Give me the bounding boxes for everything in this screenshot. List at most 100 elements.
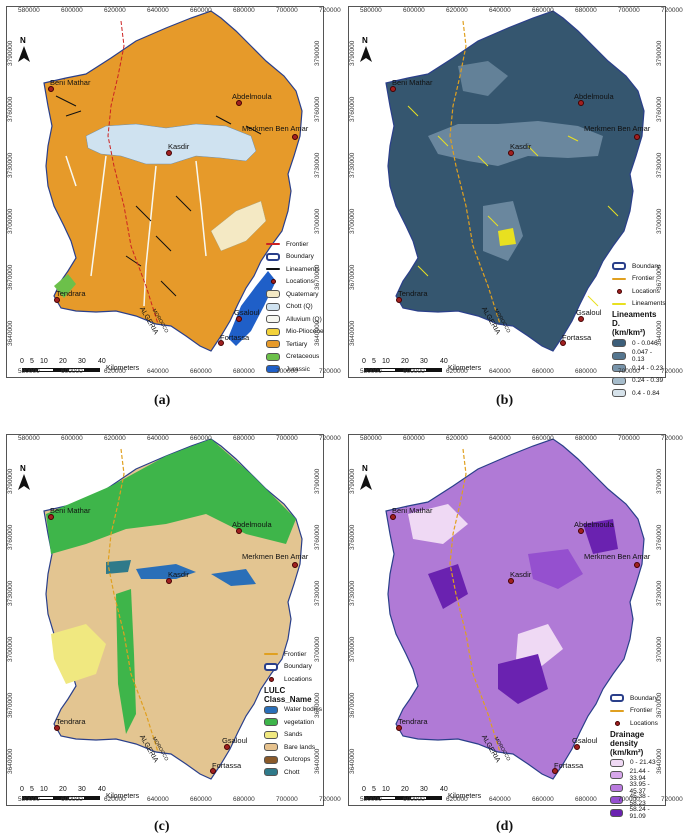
map-panel-a: N Beni Mathar Abdelmoula Merkmen Ben Ama… <box>6 6 341 378</box>
map-panel-d: N Beni Mathar Abdelmoula Merkmen Ben Ama… <box>348 434 683 820</box>
place-beni-mathar: Beni Mathar <box>392 506 433 515</box>
location-dot <box>166 578 172 584</box>
place-fortassa: Fortassa <box>212 761 242 770</box>
y-tick-label-right: 3790000 <box>314 40 321 66</box>
x-tick-label-bottom: 660000 <box>190 796 212 803</box>
y-tick-label-left: 3760000 <box>7 96 14 122</box>
legend-item: Boundary <box>612 260 666 273</box>
legend-item: 58.24 - 91.09 <box>610 806 666 820</box>
legend-item: Tertiary <box>266 338 324 351</box>
place-tendrara: Tendrara <box>398 717 428 726</box>
legend-swatch <box>610 771 624 780</box>
x-tick-label-bottom: 600000 <box>403 796 425 803</box>
location-dot <box>634 562 640 568</box>
x-tick-label-bottom: 680000 <box>233 796 255 803</box>
legend-swatch <box>264 755 278 764</box>
legend-a: Frontier Boundary Lineaments Locations Quate… <box>266 238 324 376</box>
y-tick-label-right: 3760000 <box>314 524 321 550</box>
place-kasdir: Kasdir <box>510 570 532 579</box>
legend-swatch <box>610 709 624 712</box>
legend-item: 45.38 - 58.23 <box>610 793 666 807</box>
scale-unit: Kilometers <box>106 365 140 372</box>
legend-swatch <box>610 694 624 703</box>
scale-bar <box>22 796 100 800</box>
x-tick-label-top: 600000 <box>403 435 425 442</box>
legend-item: Sands <box>264 729 322 742</box>
place-gsaloul: Gsaloul <box>572 736 598 745</box>
scale-tick-label: 30 <box>78 358 86 365</box>
y-tick-label-right: 3700000 <box>314 636 321 662</box>
scale-tick-label: 10 <box>40 786 48 793</box>
location-dot <box>218 340 224 346</box>
north-arrow: N <box>18 36 30 62</box>
north-arrow: N <box>360 464 372 490</box>
legend-item: Frontier <box>612 273 666 286</box>
lineaments <box>407 105 619 307</box>
legend-item: Mio-Pliocene <box>266 326 324 339</box>
x-tick-label-bottom: 700000 <box>618 796 640 803</box>
y-tick-label-right: 3760000 <box>314 96 321 122</box>
legend-label: Sands <box>284 731 303 739</box>
legend-swatch <box>610 808 624 817</box>
legend-swatch <box>612 351 626 360</box>
location-dot <box>578 316 584 322</box>
legend-label: Lineaments <box>286 265 320 273</box>
x-tick-label-bottom: 620000 <box>446 368 468 375</box>
legend-swatch <box>612 339 626 348</box>
scale-unit: Kilometers <box>448 793 482 800</box>
study-area-shape <box>385 10 645 352</box>
legend-label: Frontier <box>630 707 653 715</box>
legend-swatch <box>269 676 274 682</box>
place-gsaloul: Gsaloul <box>576 308 602 317</box>
place-merkmen: Merkmen Ben Amar <box>242 124 309 133</box>
legend-swatch <box>612 376 626 385</box>
legend-label: Chott <box>284 768 300 776</box>
location-dot <box>292 562 298 568</box>
legend-swatch <box>271 279 276 285</box>
x-tick-label-top: 620000 <box>104 435 126 442</box>
north-arrow: N <box>360 36 372 62</box>
y-tick-label-left: 3670000 <box>349 692 356 718</box>
x-tick-label-bottom: 620000 <box>104 796 126 803</box>
legend-swatch <box>264 653 278 656</box>
density-halo <box>458 61 508 96</box>
scale-tick-label: 40 <box>98 786 106 793</box>
legend-swatch <box>612 277 626 280</box>
lineament-density-map <box>385 10 645 352</box>
legend-item: 0 - 21.43 <box>610 757 666 770</box>
legend-item: Bare lands <box>264 741 322 754</box>
x-tick-label-top: 620000 <box>446 435 468 442</box>
y-tick-label-left: 3670000 <box>349 264 356 290</box>
study-area-shape <box>385 438 645 780</box>
legend-item: Quaternary <box>266 288 324 301</box>
legend-item: Frontier <box>266 238 324 251</box>
x-tick-label-top: 660000 <box>190 7 212 14</box>
x-tick-label-top: 640000 <box>147 435 169 442</box>
legend-label: 0.4 - 0.84 <box>632 389 660 397</box>
x-tick-label-bottom: 680000 <box>233 368 255 375</box>
frontier-line <box>449 20 501 325</box>
y-tick-label-right: 3730000 <box>314 152 321 178</box>
scale-tick-label: 0 <box>20 358 24 365</box>
place-gsaloul: Gsaloul <box>222 736 248 745</box>
x-tick-label-top: 720000 <box>319 435 341 442</box>
location-dot <box>292 134 298 140</box>
lineaments <box>55 95 262 297</box>
place-kasdir: Kasdir <box>168 142 190 151</box>
legend-swatch <box>266 268 280 271</box>
y-tick-label-right: 3700000 <box>314 208 321 234</box>
legend-title: LULC <box>264 685 286 695</box>
legend-label: Boundary <box>286 253 314 261</box>
y-tick-label-left: 3790000 <box>7 468 14 494</box>
legend-subtitle: Class_Name <box>264 694 312 704</box>
place-abdelmoula: Abdelmoula <box>232 92 272 101</box>
legend-label: 33.95 - 45.37 <box>629 780 650 795</box>
lulc-map <box>43 438 303 780</box>
legend-swatch <box>610 783 624 792</box>
scale-tick-label: 10 <box>382 358 390 365</box>
legend-item: Alluvium (Q) <box>266 313 324 326</box>
legend-item: Outcrops <box>264 754 322 767</box>
legend-swatch <box>264 662 278 671</box>
x-tick-label-bottom: 720000 <box>661 368 683 375</box>
map-panel-b: N Beni Mathar Abdelmoula Merkmen Ben Ama… <box>348 6 683 398</box>
